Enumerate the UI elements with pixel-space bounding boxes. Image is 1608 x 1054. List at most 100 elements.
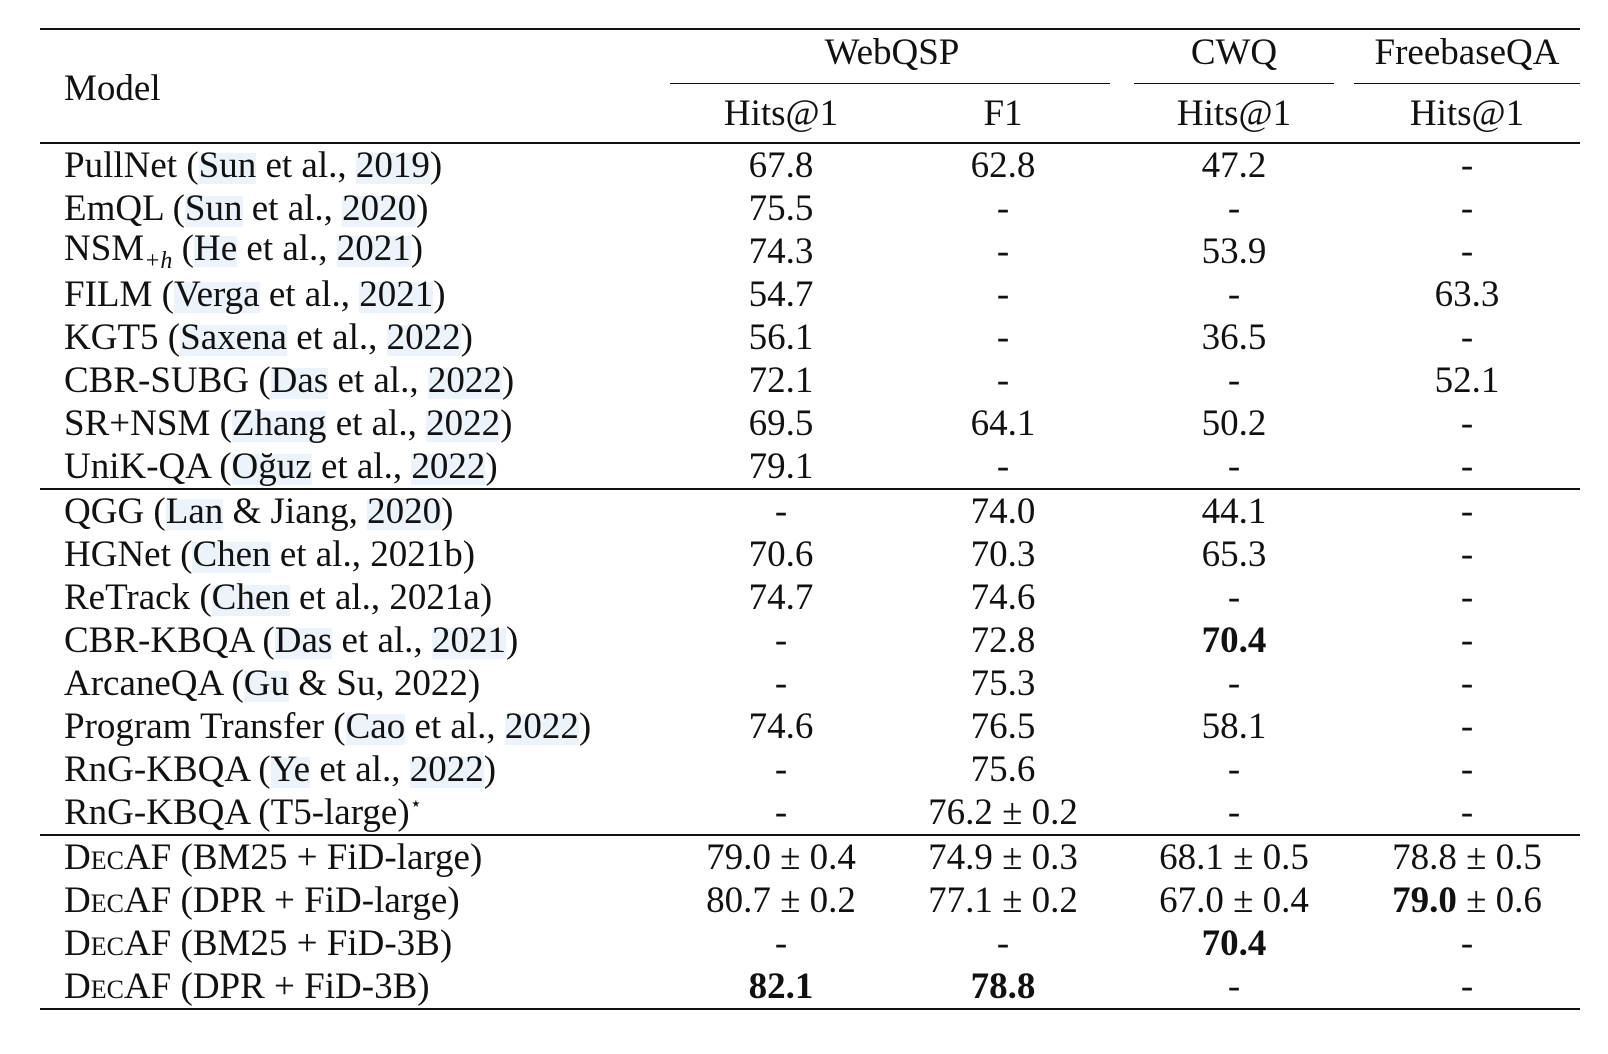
citation-year-link[interactable]: 2022: [409, 749, 484, 790]
freebaseqa-hits1-cell: -: [1354, 488, 1580, 533]
citation-link[interactable]: Zhang: [231, 403, 327, 444]
citation-year-link[interactable]: 2021: [431, 620, 506, 661]
model-name: ArcaneQA: [64, 663, 223, 704]
webqsp-f1-cell: -: [996, 446, 1010, 487]
citation-link[interactable]: Das: [270, 360, 329, 401]
model-name: HGNet: [64, 534, 171, 575]
cwq-hits1-cell: 50.2: [1201, 403, 1267, 444]
freebaseqa-hits1-cell: -: [1460, 231, 1474, 272]
citation-year-link[interactable]: 2021: [336, 228, 411, 269]
citation-text: et al.,: [242, 188, 343, 229]
cwq-hits1-cell: -: [1227, 792, 1241, 833]
spacer: [1334, 488, 1354, 533]
spacer: [1114, 488, 1134, 533]
freebaseqa-hits1-cell: 79.0 ± 0.6: [1354, 879, 1580, 922]
spacer: [1114, 316, 1134, 359]
spacer: [1114, 748, 1134, 791]
webqsp-f1-cell: -: [996, 274, 1010, 315]
model-name-cell: SR+NSM (Zhang et al., 2022): [64, 403, 513, 444]
table-row: KGT5 (Saxena et al., 2022) 56.1 - 36.5 -: [40, 316, 1580, 359]
citation-year-link[interactable]: 2019: [355, 145, 430, 186]
webqsp-f1-cell: 78.8: [892, 965, 1114, 1010]
table-row: SR+NSM (Zhang et al., 2022) 69.5 64.1 50.2 -: [40, 402, 1580, 445]
model-name: DecAF: [64, 966, 172, 1007]
table-row: DecAF (DPR + FiD-large) 80.7 ± 0.2 77.1 ± …: [40, 879, 1580, 922]
freebaseqa-hits1-cell: 78.8 ± 0.5: [1354, 834, 1580, 879]
webqsp-hits1-cell: 69.5: [748, 403, 814, 444]
cwq-hits1-cell: -: [1227, 663, 1241, 704]
citation-text: et al., 2021b: [270, 534, 463, 575]
spacer: [1114, 705, 1134, 748]
webqsp-f1-cell: 75.6: [970, 749, 1036, 790]
webqsp-f1-cell: 64.1: [970, 403, 1036, 444]
spacer: [1114, 28, 1134, 84]
spacer: [1114, 230, 1134, 273]
webqsp-hits1-cell: 74.6: [748, 706, 814, 747]
webqsp-f1-cell: -: [996, 923, 1010, 964]
freebaseqa-cmidrule: [1354, 83, 1580, 84]
citation-text: & Jiang,: [223, 491, 368, 532]
citation-year-link[interactable]: 2022: [386, 317, 461, 358]
citation-year-link[interactable]: 2022: [426, 403, 501, 444]
citation-link[interactable]: Das: [274, 620, 333, 661]
citation-link[interactable]: Verga: [173, 274, 260, 315]
model-name-cell: ReTrack (Chen et al., 2021a): [64, 577, 493, 618]
spacer: [1334, 445, 1354, 489]
results-table-container: Model WebQSP CWQ FreebaseQA Hits@1: [40, 28, 1580, 1010]
table-row: DecAF (DPR + FiD-3B) 82.1 78.8- -: [40, 965, 1580, 1010]
freebaseqa-hits1-cell: -: [1460, 923, 1474, 964]
table-row: PullNet (Sun et al., 2019) 67.8 62.8 47.2-: [40, 142, 1580, 187]
webqsp-f1-cell: 75.3: [970, 663, 1036, 704]
citation-link[interactable]: Cao: [345, 706, 406, 747]
citation-year-link[interactable]: 2020: [342, 188, 417, 229]
webqsp-f1-cell: -: [996, 231, 1010, 272]
results-table: Model WebQSP CWQ FreebaseQA Hits@1: [40, 28, 1580, 1010]
webqsp-f1-cell: -: [996, 317, 1010, 358]
citation-link[interactable]: Sun: [184, 188, 243, 229]
freebaseqa-hits1-cell: -: [1460, 577, 1474, 618]
citation-link[interactable]: Sun: [198, 145, 257, 186]
citation-link[interactable]: Gu: [243, 663, 290, 704]
spacer: [1334, 791, 1354, 835]
model-name-cell: DecAF (BM25 + FiD-large): [40, 834, 670, 879]
model-name-cell: HGNet (Chen et al., 2021b): [64, 534, 476, 575]
citation-link[interactable]: He: [193, 228, 238, 269]
spacer: [1334, 879, 1354, 922]
webqsp-f1-cell: 77.1 ± 0.2: [928, 880, 1078, 921]
citation-year-link[interactable]: 2022: [427, 360, 502, 401]
model-name-cell: RnG-KBQA (T5-large)⋆: [64, 792, 423, 833]
citation-link[interactable]: Lan: [165, 491, 224, 532]
citation-text: et al.,: [332, 620, 432, 661]
freebaseqa-hits1-cell: -: [1460, 446, 1474, 487]
citation-text: et al.,: [286, 317, 387, 358]
spacer: [1114, 187, 1134, 230]
model-name-cell: CBR-KBQA (Das et al., 2021): [64, 620, 519, 661]
table-row: FILM (Verga et al., 2021) 54.7 - - 63.3: [40, 273, 1580, 316]
spacer: [1114, 834, 1134, 879]
citation-year-link[interactable]: 2022: [504, 706, 579, 747]
citation-year-link[interactable]: 2020: [367, 491, 442, 532]
results-body: PullNet (Sun et al., 2019) 67.8 62.8 47.2- E…: [40, 142, 1580, 1010]
citation-year-link[interactable]: 2022: [411, 446, 486, 487]
spacer: [1114, 84, 1134, 143]
table-row: ReTrack (Chen et al., 2021a) 74.7 74.6 - -: [40, 576, 1580, 619]
cwq-hits1-cell: 36.5: [1201, 317, 1267, 358]
model-name-cell: FILM (Verga et al., 2021): [64, 274, 446, 315]
citation-link[interactable]: Oğuz: [231, 446, 312, 487]
citation-link[interactable]: Ye: [270, 749, 311, 790]
model-name: QGG: [64, 491, 145, 532]
citation-year-link[interactable]: 2021: [359, 274, 434, 315]
model-name: DecAF: [64, 837, 172, 878]
spacer: [1114, 965, 1134, 1010]
webqsp-hits1-cell: 80.7 ± 0.2: [706, 880, 856, 921]
citation-link[interactable]: Chen: [211, 577, 290, 618]
webqsp-f1-cell: 62.8: [892, 142, 1114, 187]
score-std: ± 0.6: [1456, 880, 1542, 921]
model-name-cell: EmQL (Sun et al., 2020): [64, 188, 429, 229]
freebaseqa-group-header: FreebaseQA: [1354, 28, 1580, 84]
spacer: [1114, 273, 1134, 316]
citation-link[interactable]: Chen: [192, 534, 271, 575]
citation-link[interactable]: Saxena: [180, 317, 287, 358]
spacer: [1334, 273, 1354, 316]
webqsp-label: WebQSP: [824, 32, 960, 73]
